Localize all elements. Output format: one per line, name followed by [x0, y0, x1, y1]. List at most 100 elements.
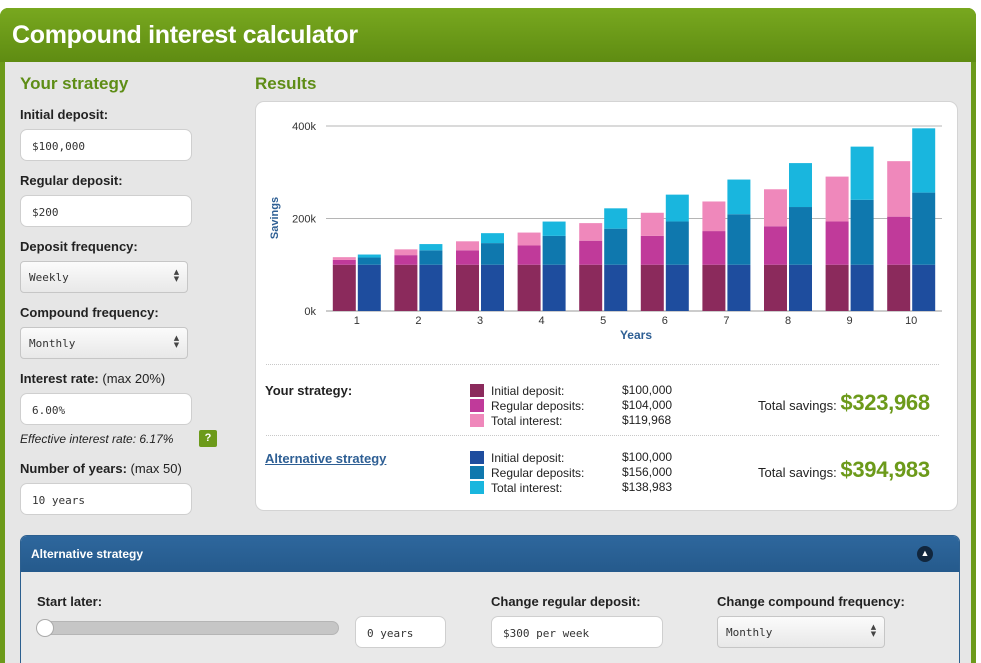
change-compound-select[interactable]: Monthly ▲ ▼: [717, 616, 885, 648]
alternative-strategy-regular-bar: [665, 221, 689, 265]
your-strategy-regular-bar: [332, 259, 356, 265]
your-strategy-interest-bar: [517, 232, 541, 246]
start-later-label: Start later:: [37, 594, 103, 609]
legend-swatch: [470, 451, 484, 464]
legend-label: Regular deposits:: [491, 465, 585, 480]
alternative-strategy-interest-bar: [419, 244, 443, 251]
y-axis-label: Savings: [269, 197, 281, 239]
your-strategy-initial-bar: [702, 264, 726, 311]
help-button[interactable]: ?: [199, 430, 217, 447]
alternative-strategy-link[interactable]: Alternative strategy: [265, 451, 386, 466]
alternative-strategy-regular-bar: [542, 235, 566, 265]
alternative-strategy-interest-bar: [542, 221, 566, 236]
x-tick-label: 5: [600, 315, 606, 327]
alternative-strategy-regular-bar: [481, 243, 504, 265]
your-strategy-interest-bar: [394, 249, 418, 256]
legend-swatch: [470, 399, 484, 412]
alternative-strategy-initial-bar: [604, 264, 628, 311]
alternative-strategy-link-text[interactable]: Alternative strategy: [265, 451, 387, 466]
legend-label: Regular deposits:: [491, 398, 585, 413]
alternative-strategy-interest-bar: [665, 194, 689, 222]
alternative-strategy-initial-bar: [912, 264, 936, 311]
alternative-strategy-regular-bar: [604, 228, 628, 265]
y-tick-label: 200k: [292, 214, 316, 226]
legend-swatch: [470, 384, 484, 397]
alternative-strategy-regular-bar: [912, 192, 936, 265]
alternative-strategy-initial-bar: [727, 264, 751, 311]
your-strategy-interest-bar: [332, 257, 356, 260]
change-deposit-label: Change regular deposit:: [491, 594, 641, 609]
alternative-strategy-initial-bar: [357, 264, 381, 311]
title-bar: Compound interest calculator: [0, 8, 976, 62]
your-strategy-interest-bar: [764, 189, 787, 227]
chevron-up-icon[interactable]: ▲: [917, 546, 933, 562]
interest-rate-label-text: Interest rate:: [20, 371, 99, 386]
alternative-strategy-regular-bar: [357, 257, 381, 265]
your-strategy-initial-bar: [456, 264, 479, 311]
x-axis-label: Years: [620, 328, 652, 342]
your-strategy-regular-bar: [394, 255, 418, 265]
your-strategy-initial-bar: [394, 264, 418, 311]
y-tick-label: 0k: [304, 306, 316, 318]
your-strategy-regular-bar: [764, 226, 787, 265]
your-strategy-legend-row: Total interest:: [470, 413, 562, 428]
compound-frequency-select[interactable]: Monthly ▲ ▼: [20, 327, 188, 359]
deposit-frequency-select[interactable]: Weekly ▲ ▼: [20, 261, 188, 293]
compound-frequency-label: Compound frequency:: [20, 305, 159, 320]
interest-rate-label: Interest rate: (max 20%): [20, 371, 165, 386]
legend-label: Initial deposit:: [491, 450, 565, 465]
select-arrows-icon: ▲ ▼: [870, 623, 877, 638]
alternative-panel-header[interactable]: Alternative strategy ▲: [21, 536, 959, 572]
your-strategy-interest-bar: [640, 212, 664, 236]
legend-value: $104,000: [622, 398, 673, 412]
your-strategy-initial-bar: [332, 264, 356, 311]
interest-rate-input[interactable]: 6.00%: [20, 393, 192, 425]
alternative-strategy-regular-bar: [419, 250, 443, 265]
x-tick-label: 6: [662, 315, 668, 327]
alternative-total-value: $394,983: [840, 457, 930, 482]
legend-label: Total interest:: [491, 413, 563, 428]
initial-deposit-input[interactable]: $100,000: [20, 129, 192, 161]
x-tick-label: 8: [785, 315, 791, 327]
your-strategy-initial-bar: [640, 264, 664, 311]
your-total-label: Total savings:: [758, 398, 837, 413]
years-label: Number of years: (max 50): [20, 461, 182, 476]
divider: [266, 435, 939, 436]
legend-swatch: [470, 414, 484, 427]
change-deposit-input[interactable]: $300 per week: [491, 616, 663, 648]
your-strategy-initial-bar: [517, 264, 541, 311]
results-card: 0k 200k 400k Savings Years 1 2 3 4 5 6 7 8 9 10 Your s…: [255, 101, 958, 511]
legend-value: $119,968: [622, 413, 672, 427]
savings-chart: 0k 200k 400k Savings Years 1 2 3 4 5 6 7 8 9 10: [269, 121, 942, 342]
alternative-strategy-initial-bar: [481, 264, 504, 311]
alternative-total-label: Total savings:: [758, 465, 837, 480]
x-tick-label: 1: [354, 315, 360, 327]
x-tick-label: 7: [723, 315, 729, 327]
years-input[interactable]: 10 years: [20, 483, 192, 515]
slider-handle[interactable]: [36, 619, 54, 637]
legend-value: $156,000: [622, 465, 673, 479]
select-arrows-icon: ▲ ▼: [173, 268, 180, 283]
x-tick-label: 3: [477, 315, 483, 327]
alternative-strategy-initial-bar: [850, 264, 874, 311]
your-total-value: $323,968: [840, 390, 930, 415]
alternative-strategy-interest-bar: [604, 208, 628, 229]
x-tick-label: 2: [415, 315, 421, 327]
alternative-strategy-regular-bar: [850, 199, 874, 265]
your-strategy-regular-bar: [640, 235, 664, 265]
alternative-strategy-legend-row: Total interest:: [470, 480, 562, 495]
alternative-strategy-initial-bar: [419, 264, 443, 311]
your-total: Total savings: $323,968: [758, 390, 930, 416]
alternative-panel-title: Alternative strategy: [31, 547, 144, 561]
your-strategy-initial-bar: [579, 264, 603, 311]
regular-deposit-input[interactable]: $200: [20, 195, 192, 227]
start-later-slider[interactable]: [36, 619, 339, 637]
years-label-text: Number of years:: [20, 461, 127, 476]
x-tick-label: 4: [539, 315, 545, 327]
start-later-input[interactable]: 0 years: [355, 616, 446, 648]
x-tick-label: 10: [905, 315, 917, 327]
your-strategy-legend-row: Regular deposits:: [470, 398, 584, 413]
your-strategy-regular-bar: [702, 231, 726, 265]
legend-label: Initial deposit:: [491, 383, 565, 398]
alternative-strategy-regular-bar: [727, 214, 751, 265]
